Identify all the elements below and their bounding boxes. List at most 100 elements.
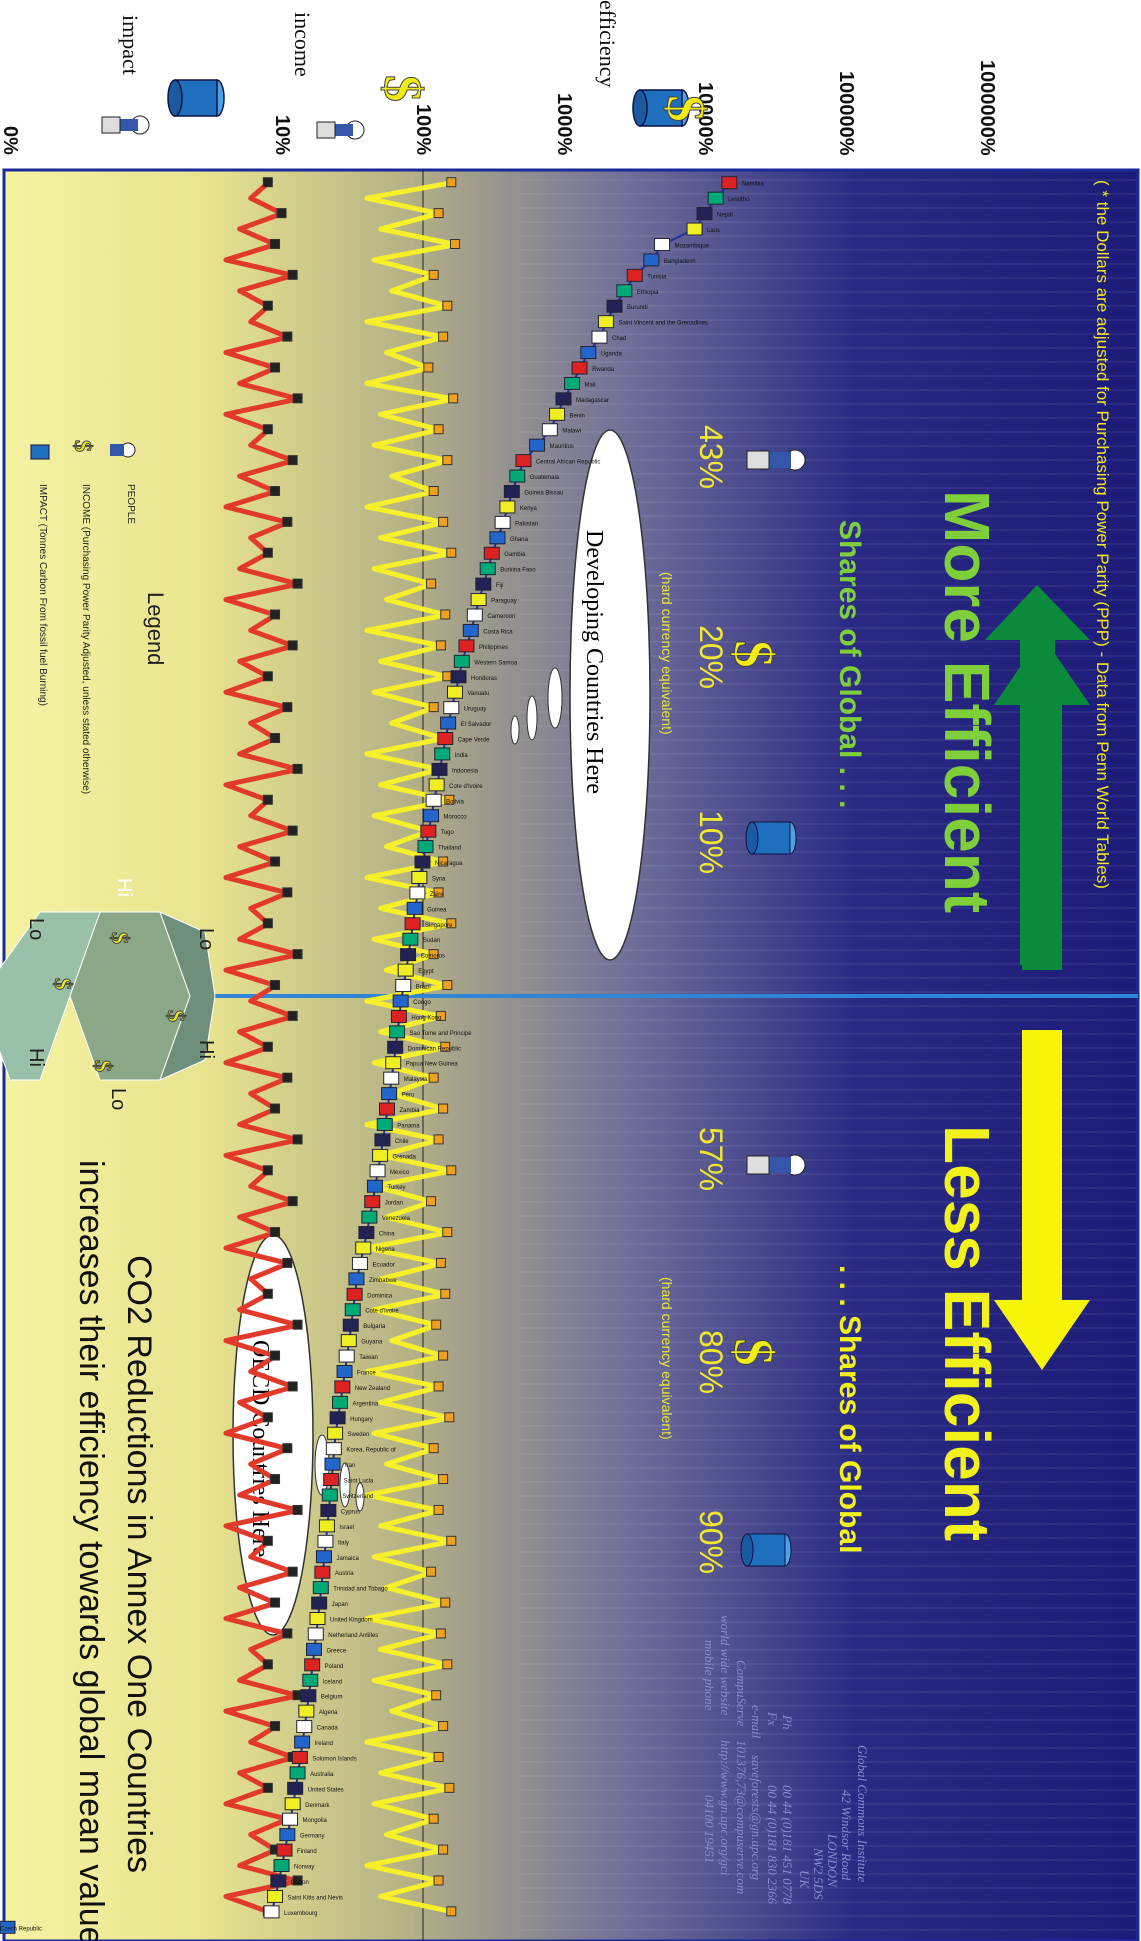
contact-www-label: world wide website	[718, 1615, 733, 1716]
point-marker	[292, 1504, 303, 1515]
contact-address3: NW2 5DS	[811, 1847, 826, 1900]
developing-cloud-label: Developing Countries Here	[581, 530, 607, 794]
country-label: Japan	[332, 1602, 348, 1608]
country-flags	[0, 176, 738, 1934]
country-label: Italy	[338, 1540, 349, 1546]
point-marker	[262, 671, 273, 682]
point-marker	[262, 1535, 273, 1546]
country-flag	[626, 268, 643, 282]
country-flag	[311, 1596, 328, 1610]
country-flag	[420, 824, 437, 838]
country-label: Malaysia	[404, 1077, 428, 1083]
point-marker	[438, 1721, 449, 1732]
legend-impact: IMPACT (Tonnes Carbon From fossil fuel B…	[37, 484, 48, 706]
country-flag	[397, 963, 414, 977]
country-flag	[291, 1750, 308, 1764]
country-flag	[302, 1673, 319, 1687]
country-label: Czech Republic	[0, 1926, 42, 1932]
country-flag	[366, 1179, 383, 1193]
country-flag	[654, 237, 671, 251]
country-flag	[423, 809, 440, 823]
point-marker	[440, 1597, 451, 1608]
less-efficient-heading: Less Efficient	[931, 1125, 1003, 1541]
point-marker	[435, 1010, 446, 1021]
hex-dollar-icon-3: $	[162, 1010, 188, 1022]
country-label: Madagascar	[576, 398, 609, 404]
country-flag	[312, 1581, 329, 1595]
point-marker	[442, 671, 453, 682]
country-flag	[580, 346, 597, 360]
country-flag	[383, 1071, 400, 1085]
country-flag	[686, 222, 703, 236]
hex-label-6: Lo	[107, 1088, 129, 1110]
country-label: Australia	[310, 1772, 334, 1778]
country-label: Belgium	[321, 1695, 343, 1701]
point-marker	[428, 702, 439, 713]
point-marker	[262, 794, 273, 805]
point-marker	[440, 609, 451, 620]
point-marker	[287, 1566, 298, 1577]
country-label: Venezuela	[382, 1216, 411, 1222]
people-share-icon-less	[746, 1154, 806, 1176]
contact-mobile: 04100 19451	[702, 1795, 717, 1863]
country-label: Central African Republic	[536, 460, 600, 466]
country-label: Thailand	[438, 846, 461, 852]
point-marker	[433, 424, 444, 435]
point-marker	[438, 516, 449, 527]
hex-dollar-icon-2: $	[49, 978, 75, 990]
developing-cloud: Developing Countries Here	[510, 429, 651, 961]
country-flag	[721, 176, 738, 190]
point-marker	[446, 1906, 457, 1917]
side-label-efficiency: efficiency	[595, 0, 620, 88]
country-flag	[385, 1056, 402, 1070]
country-flag	[390, 1009, 407, 1023]
country-flag	[549, 407, 566, 421]
country-label: Bangladesh	[664, 259, 696, 265]
country-label: Sao Tome and Principe	[410, 1031, 473, 1037]
country-label: Saint Vincent and the Grenadines	[618, 321, 708, 327]
country-flag	[289, 1766, 306, 1780]
country-labels: Namibia Lesotho Nepal Laos Mozambique Banglad…	[0, 182, 764, 1933]
point-marker	[438, 1350, 449, 1361]
point-marker	[442, 1227, 453, 1238]
footnote: ( * the Dollars are adjusted for Purchas…	[1093, 180, 1112, 889]
country-label: Switzerland	[342, 1494, 373, 1500]
country-flag	[696, 207, 713, 221]
country-flag	[376, 1117, 393, 1131]
country-label: Nicaragua	[435, 861, 463, 867]
legend-people: PEOPLE	[125, 484, 136, 524]
country-flag	[503, 484, 520, 498]
point-marker	[435, 1257, 446, 1268]
country-flag	[372, 1148, 389, 1162]
contact-block: Global Commons Institute 42 Windsor Road…	[702, 1615, 870, 1905]
point-marker	[428, 269, 439, 280]
country-flag	[402, 932, 419, 946]
side-label-impact: impact	[118, 15, 143, 75]
contact-ph-label: Ph	[780, 1714, 795, 1729]
point-marker	[438, 1474, 449, 1485]
country-flag	[437, 732, 454, 746]
point-marker	[431, 1690, 442, 1701]
country-label: Papua New Guinea	[406, 1062, 459, 1068]
point-marker	[270, 609, 281, 620]
country-label: Gabon	[291, 1880, 309, 1886]
country-flag	[499, 500, 516, 514]
country-flag	[321, 1488, 338, 1502]
country-flag	[434, 747, 451, 761]
country-label: Mali	[585, 382, 596, 388]
people-icon	[316, 120, 365, 140]
country-label: Cote d'Ivoire	[449, 784, 483, 790]
point-marker	[426, 1196, 437, 1207]
country-label: Tunisia	[647, 274, 667, 280]
country-label: Denmark	[305, 1803, 330, 1809]
country-flag	[381, 1087, 398, 1101]
country-flag	[431, 762, 448, 776]
country-flag	[361, 1210, 378, 1224]
country-label: Nigeria	[376, 1247, 396, 1253]
country-label: Singapore	[425, 923, 453, 929]
country-label: France	[357, 1370, 376, 1376]
country-flag	[369, 1164, 386, 1178]
point-marker	[438, 856, 449, 867]
point-marker	[444, 1782, 455, 1793]
country-flag	[348, 1272, 365, 1286]
